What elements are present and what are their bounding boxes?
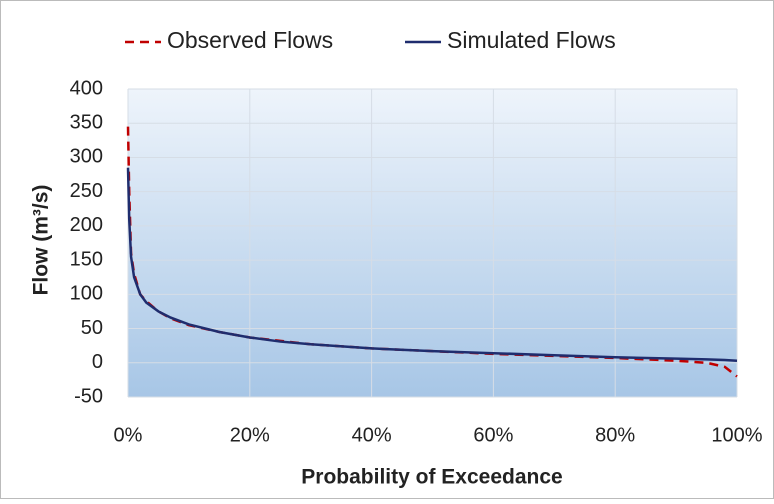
x-tick-label: 0% xyxy=(114,424,143,446)
legend-label: Observed Flows xyxy=(167,27,333,53)
x-axis-title: Probability of Exceedance xyxy=(301,466,562,489)
legend-label: Simulated Flows xyxy=(447,27,616,53)
x-tick-label: 80% xyxy=(595,424,635,446)
y-tick-label: 150 xyxy=(70,248,103,270)
y-axis-title: Flow (m³/s) xyxy=(30,185,53,296)
x-tick-label: 60% xyxy=(473,424,513,446)
x-tick-label: 40% xyxy=(352,424,392,446)
x-tick-label: 100% xyxy=(711,424,762,446)
y-tick-label: -50 xyxy=(74,385,103,407)
y-tick-label: 250 xyxy=(70,180,103,202)
y-tick-label: 0 xyxy=(92,351,103,373)
y-tick-label: 300 xyxy=(70,146,103,168)
series-line xyxy=(126,167,738,362)
y-tick-label: 200 xyxy=(70,214,103,236)
y-tick-label: 350 xyxy=(70,112,103,134)
y-tick-label: 400 xyxy=(70,77,103,99)
x-tick-label: 20% xyxy=(230,424,270,446)
plot-area xyxy=(128,89,737,397)
y-tick-label: 100 xyxy=(70,283,103,305)
y-tick-label: 50 xyxy=(81,317,103,339)
